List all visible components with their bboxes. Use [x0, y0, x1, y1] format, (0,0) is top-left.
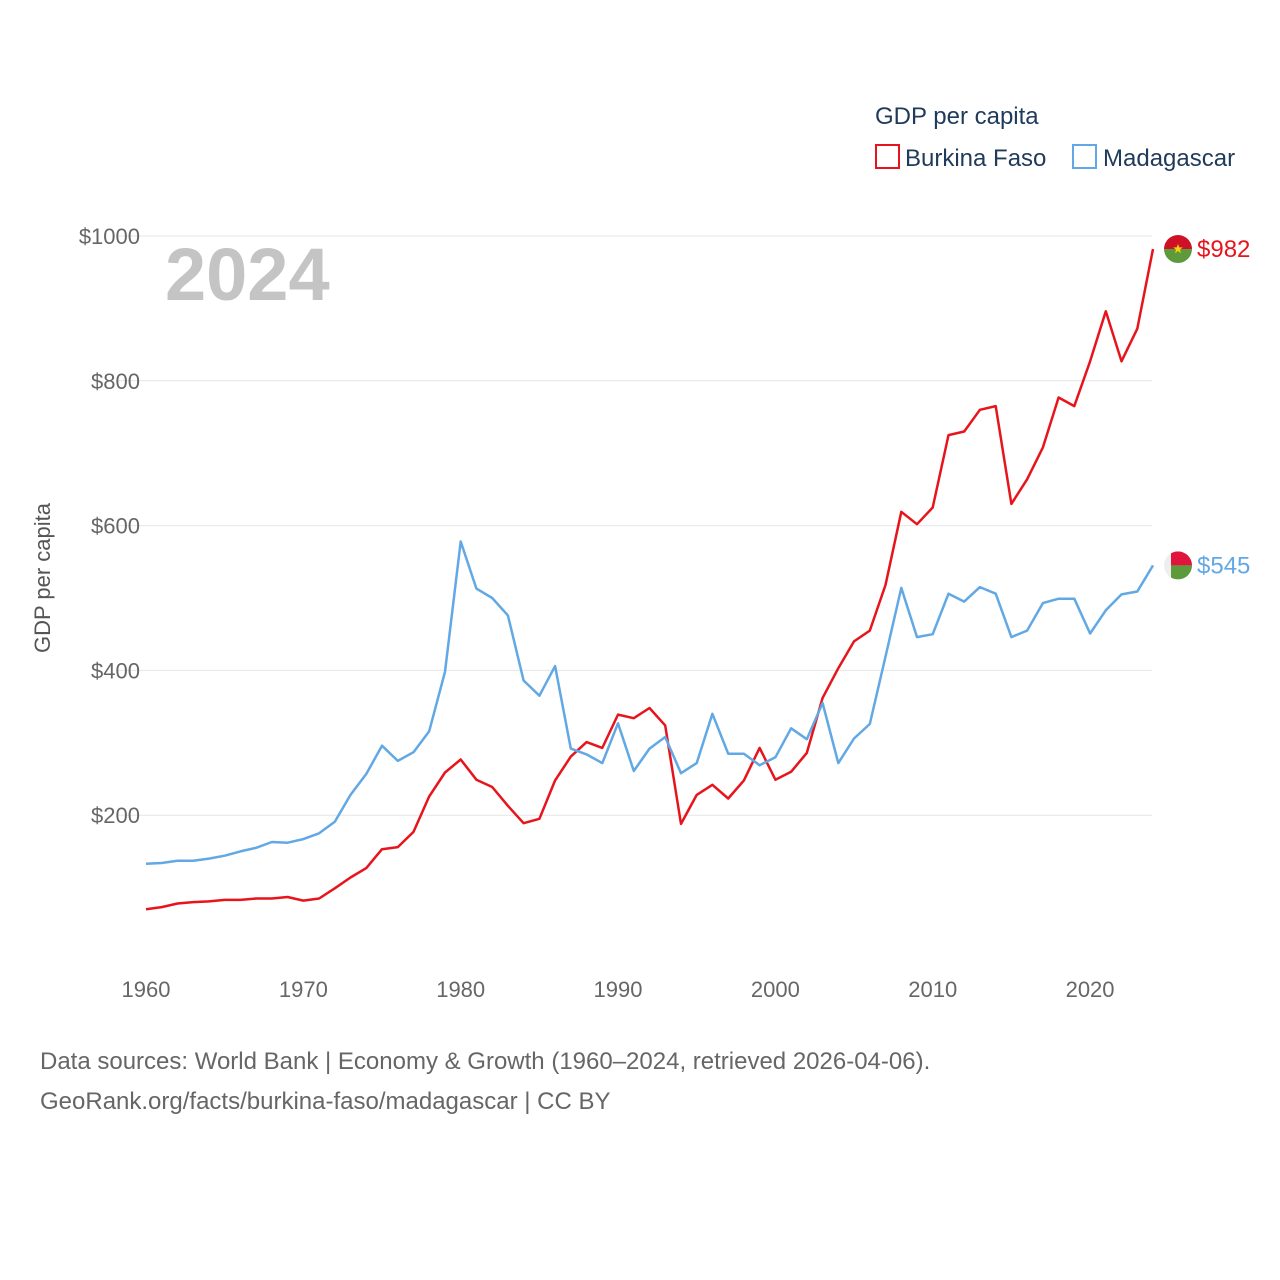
legend-title: GDP per capita — [875, 103, 1039, 130]
x-tick-label: 1970 — [279, 977, 328, 1002]
y-tick-label: $200 — [91, 803, 140, 828]
y-tick-label: $800 — [91, 369, 140, 394]
legend-label-burkina-faso: Burkina Faso — [905, 145, 1046, 172]
x-tick-label: 1980 — [436, 977, 485, 1002]
x-axis-ticks: 1960 1970 1980 1990 2000 2010 2020 — [122, 977, 1115, 1002]
gridlines — [118, 235, 1152, 816]
y-tick-label: $600 — [91, 514, 140, 539]
flag-icon-madagascar — [1164, 551, 1192, 580]
x-tick-label: 2020 — [1066, 977, 1115, 1002]
source-caption: Data sources: World Bank | Economy & Gro… — [40, 1042, 930, 1122]
source-url-line: GeoRank.org/facts/burkina-faso/madagasca… — [40, 1088, 611, 1115]
x-tick-label: 2010 — [908, 977, 957, 1002]
legend: GDP per capita Burkina Faso Madagascar — [875, 103, 1235, 172]
y-axis-label: GDP per capita — [30, 502, 55, 653]
y-axis-ticks: $200 $400 $600 $800 $1000 — [79, 224, 140, 828]
end-marker-madagascar: $545 — [1164, 551, 1250, 580]
legend-item-burkina-faso[interactable]: Burkina Faso — [875, 144, 1046, 172]
end-value-label-burkina-faso: $982 — [1197, 236, 1250, 263]
legend-label-madagascar: Madagascar — [1103, 145, 1235, 172]
series-end-markers: $982 $545 — [1164, 235, 1250, 580]
y-tick-label: $400 — [91, 658, 140, 683]
legend-swatch-burkina-faso — [875, 144, 900, 169]
legend-item-madagascar[interactable]: Madagascar — [1072, 144, 1235, 172]
end-value-label-madagascar: $545 — [1197, 552, 1250, 579]
x-tick-label: 1990 — [594, 977, 643, 1002]
legend-swatch-madagascar — [1072, 144, 1097, 169]
series-lines — [145, 248, 1155, 911]
series-line-burkina-faso — [145, 248, 1155, 911]
x-tick-label: 2000 — [751, 977, 800, 1002]
flag-icon-burkina-faso — [1164, 235, 1192, 264]
end-marker-burkina-faso: $982 — [1164, 235, 1250, 263]
year-watermark: 2024 — [165, 233, 330, 316]
y-tick-label: $1000 — [79, 224, 140, 249]
source-line: Data sources: World Bank | Economy & Gro… — [40, 1048, 931, 1075]
series-line-madagascar — [145, 540, 1155, 865]
x-tick-label: 1960 — [122, 977, 171, 1002]
